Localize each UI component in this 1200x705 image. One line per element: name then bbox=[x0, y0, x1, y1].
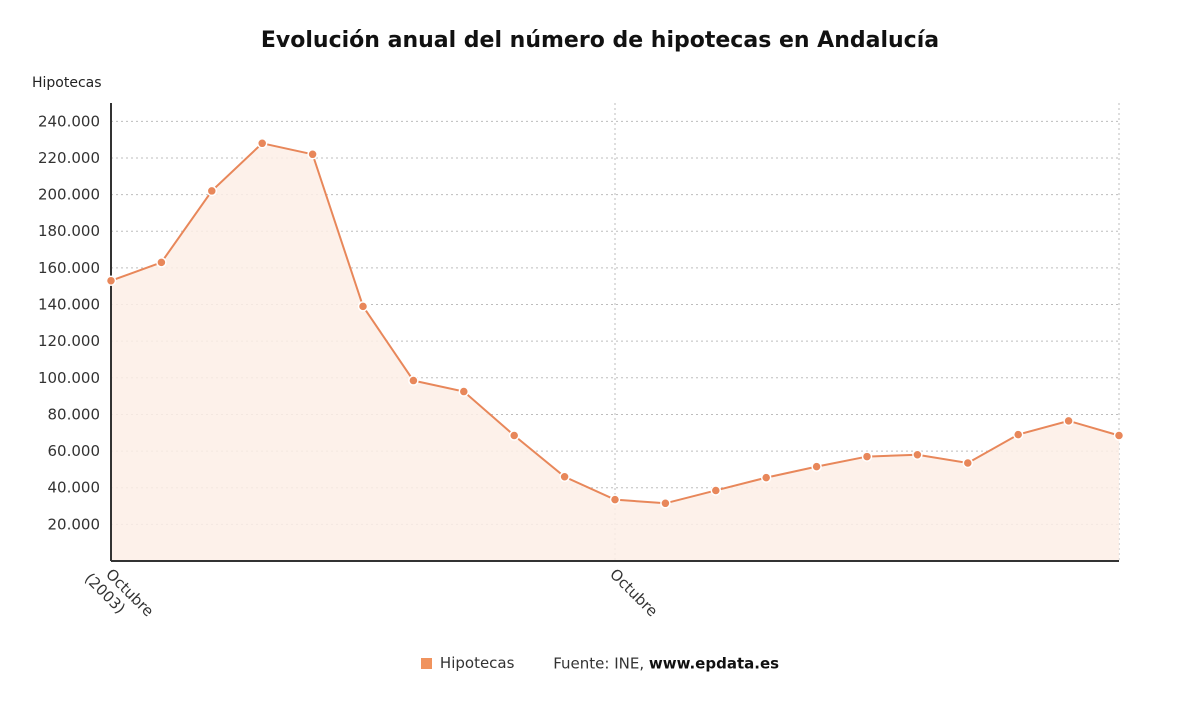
data-point bbox=[660, 498, 671, 509]
x-tick-label: Octubre(2003) bbox=[81, 557, 157, 633]
data-point bbox=[559, 471, 570, 482]
y-tick-label: 20.000 bbox=[48, 515, 101, 533]
legend-swatch bbox=[420, 657, 432, 669]
y-tick-label: 80.000 bbox=[48, 405, 101, 423]
y-axis-label: Hipotecas bbox=[32, 75, 102, 91]
y-tick-label: 220.000 bbox=[38, 149, 100, 167]
data-point bbox=[458, 386, 470, 397]
data-point bbox=[710, 485, 722, 496]
y-tick-label: 120.000 bbox=[38, 332, 100, 350]
data-point bbox=[1113, 430, 1125, 441]
x-tick-label: Octubre bbox=[606, 565, 661, 620]
legend: Hipotecas Fuente: INE, www.epdata.es bbox=[0, 654, 1200, 673]
point-layer bbox=[105, 138, 1125, 509]
data-point bbox=[307, 149, 318, 160]
legend-item-hipotecas[interactable]: Hipotecas bbox=[420, 654, 515, 672]
data-point bbox=[861, 451, 873, 462]
source-note: Fuente: INE, www.epdata.es bbox=[553, 655, 779, 673]
data-point bbox=[206, 185, 218, 197]
y-tick-label: 180.000 bbox=[38, 222, 100, 240]
data-point bbox=[811, 461, 822, 472]
data-point bbox=[1012, 429, 1024, 440]
chart-title: Evolución anual del número de hipotecas … bbox=[260, 28, 940, 53]
data-point bbox=[508, 430, 520, 441]
data-point bbox=[105, 275, 117, 286]
y-tick-label: 160.000 bbox=[38, 259, 100, 277]
axis-layer bbox=[110, 103, 1119, 562]
legend-label: Hipotecas bbox=[439, 654, 515, 672]
y-tick-label: 140.000 bbox=[38, 296, 100, 314]
data-point bbox=[357, 301, 369, 312]
data-point bbox=[156, 257, 167, 268]
data-point bbox=[1063, 415, 1074, 427]
y-tick-label: 100.000 bbox=[38, 369, 100, 387]
data-point bbox=[912, 449, 923, 460]
data-point bbox=[962, 457, 974, 469]
y-tick-label: 240.000 bbox=[38, 112, 100, 130]
y-tick-label: 200.000 bbox=[38, 186, 100, 204]
source-label: Fuente: INE, bbox=[553, 654, 645, 673]
y-tick-label: 60.000 bbox=[48, 442, 101, 460]
source-site: www.epdata.es bbox=[648, 654, 780, 673]
y-tick-label: 40.000 bbox=[48, 479, 101, 497]
data-point bbox=[256, 138, 268, 149]
data-point bbox=[408, 375, 419, 386]
data-point bbox=[609, 494, 621, 505]
data-point bbox=[760, 472, 772, 483]
